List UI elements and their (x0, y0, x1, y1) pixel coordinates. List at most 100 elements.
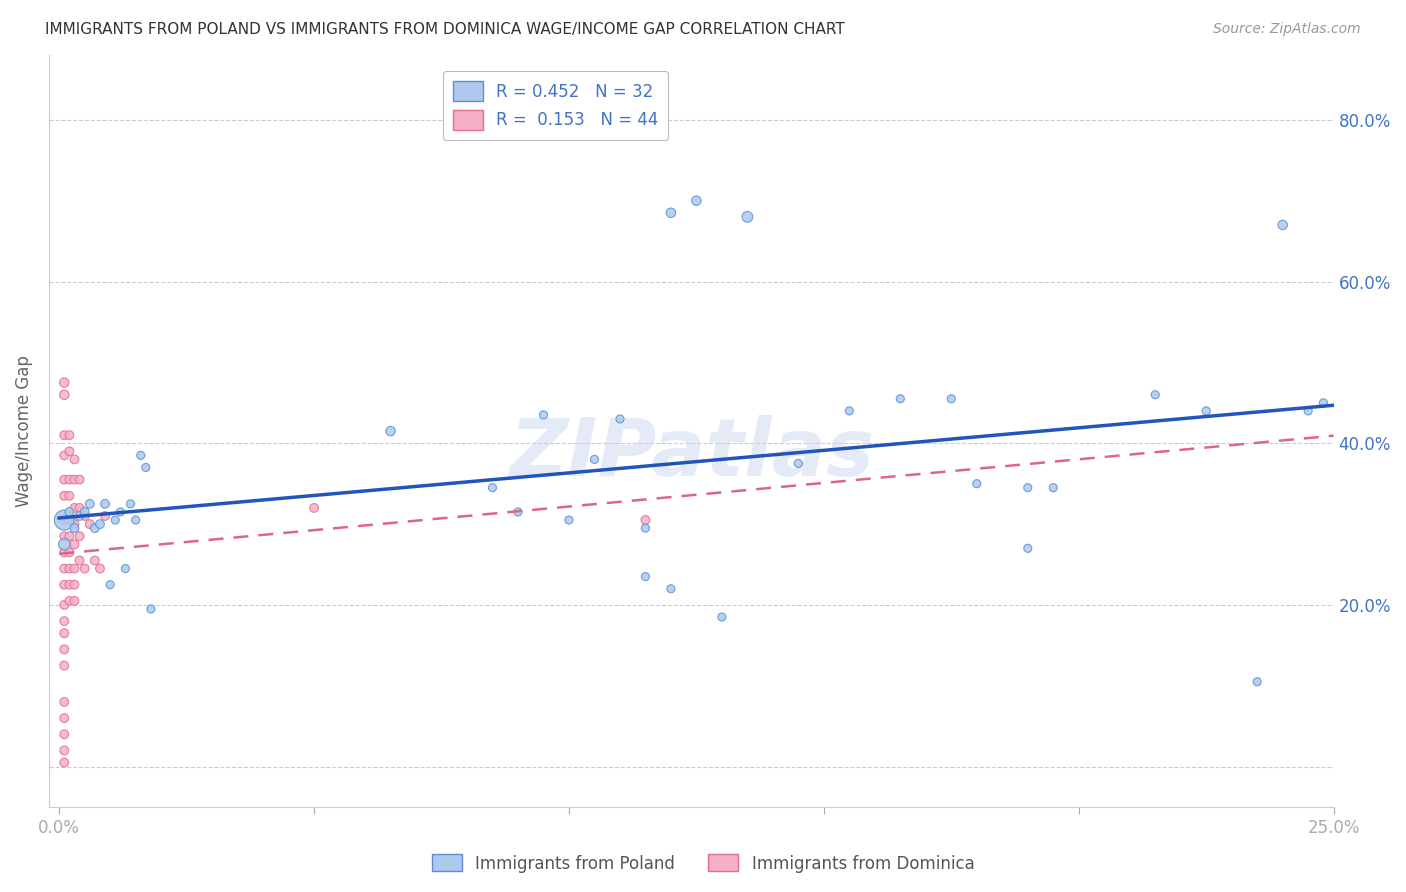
Point (124, 513, 146, 527)
Point (53, 727, 76, 741)
Point (58, 594, 80, 608)
Point (120, 497, 142, 511)
Point (110, 505, 132, 519)
Point (710, 610, 733, 624)
Point (53, 578, 76, 592)
Point (966, 476, 988, 491)
Point (58, 529, 80, 543)
Point (94, 497, 117, 511)
Point (53, 614, 76, 628)
Point (634, 569, 657, 583)
Point (79, 517, 101, 532)
Point (58, 428, 80, 442)
Point (53, 428, 76, 442)
Point (1246, 674, 1268, 689)
Point (69, 473, 91, 487)
Point (63, 594, 86, 608)
Point (63, 521, 86, 535)
Point (53, 513, 76, 527)
Point (139, 602, 162, 616)
Point (135, 460, 157, 475)
Y-axis label: Wage/Income Gap: Wage/Income Gap (15, 355, 32, 507)
Text: ZIPatlas: ZIPatlas (509, 415, 873, 492)
Point (53, 513, 76, 527)
Point (1271, 218, 1294, 232)
Point (94, 508, 117, 523)
Point (53, 376, 76, 390)
Point (58, 473, 80, 487)
Point (53, 756, 76, 770)
Point (558, 513, 581, 527)
Point (83, 553, 105, 567)
Point (838, 404, 860, 418)
Text: IMMIGRANTS FROM POLAND VS IMMIGRANTS FROM DOMINICA WAGE/INCOME GAP CORRELATION C: IMMIGRANTS FROM POLAND VS IMMIGRANTS FRO… (45, 22, 845, 37)
Point (53, 626, 76, 640)
Point (53, 448, 76, 462)
Point (63, 517, 86, 532)
Legend: R = 0.452   N = 32, R =  0.153   N = 44: R = 0.452 N = 32, R = 0.153 N = 44 (443, 71, 668, 140)
Point (659, 206, 682, 220)
Point (659, 582, 682, 596)
Legend: Immigrants from Poland, Immigrants from Dominica: Immigrants from Poland, Immigrants from … (425, 847, 981, 880)
Point (69, 529, 91, 543)
Point (58, 444, 80, 458)
Point (53, 695, 76, 709)
Point (58, 578, 80, 592)
Point (58, 489, 80, 503)
Point (58, 545, 80, 559)
Point (1144, 388, 1167, 402)
Point (889, 392, 911, 406)
Point (302, 500, 325, 515)
Point (53, 711, 76, 725)
Point (129, 448, 152, 462)
Point (53, 388, 76, 402)
Point (53, 743, 76, 757)
Point (89, 561, 111, 575)
Point (69, 553, 91, 567)
Point (63, 452, 86, 467)
Point (1312, 396, 1334, 410)
Point (609, 412, 631, 426)
Point (941, 392, 963, 406)
Point (380, 424, 402, 438)
Point (53, 489, 76, 503)
Point (737, 210, 759, 224)
Point (53, 545, 76, 559)
Point (634, 513, 657, 527)
Point (69, 508, 91, 523)
Point (58, 561, 80, 575)
Point (53, 537, 76, 551)
Point (63, 473, 86, 487)
Point (58, 505, 80, 519)
Point (63, 537, 86, 551)
Point (53, 642, 76, 657)
Point (787, 457, 810, 471)
Point (53, 473, 76, 487)
Point (98, 578, 121, 592)
Point (69, 500, 91, 515)
Point (1017, 541, 1039, 556)
Point (63, 500, 86, 515)
Point (53, 658, 76, 673)
Point (1042, 481, 1064, 495)
Point (53, 561, 76, 575)
Point (634, 521, 657, 535)
Point (481, 481, 503, 495)
Point (63, 561, 86, 575)
Point (583, 452, 606, 467)
Point (104, 513, 127, 527)
Point (53, 529, 76, 543)
Text: Source: ZipAtlas.com: Source: ZipAtlas.com (1213, 22, 1361, 37)
Point (73, 505, 96, 519)
Point (73, 561, 96, 575)
Point (114, 561, 136, 575)
Point (506, 505, 529, 519)
Point (73, 508, 96, 523)
Point (63, 578, 86, 592)
Point (89, 517, 111, 532)
Point (83, 521, 105, 535)
Point (1195, 404, 1218, 418)
Point (53, 598, 76, 612)
Point (533, 408, 555, 422)
Point (58, 513, 80, 527)
